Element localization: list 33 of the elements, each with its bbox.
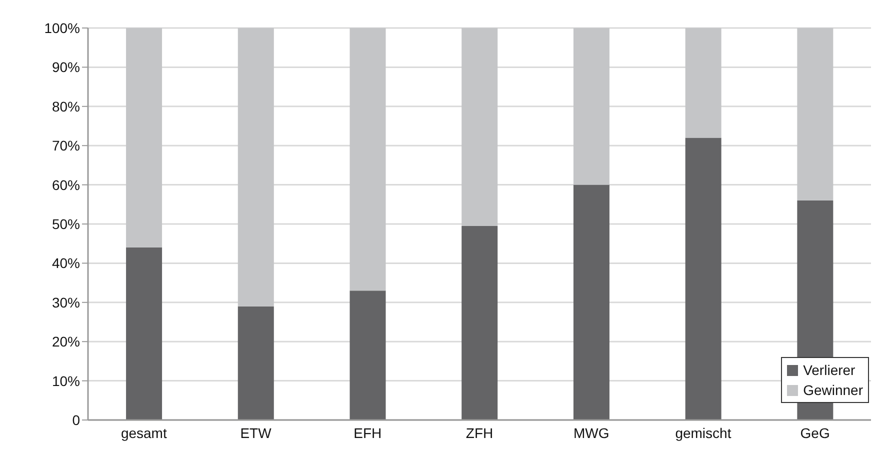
y-tick-label: 60%: [52, 176, 80, 193]
x-tick-label: MWG: [573, 424, 610, 441]
x-tick-label: ZFH: [466, 424, 494, 441]
bar: [350, 28, 386, 291]
legend-label: Gewinner: [803, 381, 863, 400]
x-tick-label: ETW: [240, 424, 272, 441]
x-tick-label: EFH: [354, 424, 382, 441]
bar: [126, 248, 162, 420]
bar: [238, 306, 274, 420]
y-tick-label: 70%: [52, 138, 80, 154]
bar: [238, 28, 274, 306]
y-tick-label: 0: [72, 412, 80, 428]
y-tick-label: 80%: [52, 98, 80, 114]
y-tick-label: 100%: [44, 20, 80, 36]
y-tick-label: 40%: [52, 255, 80, 272]
bar: [462, 28, 498, 226]
bar: [685, 28, 722, 138]
bar: [573, 28, 610, 185]
bar: [462, 226, 498, 420]
x-tick-label: gemischt: [675, 424, 732, 441]
x-tick-label: gesamt: [120, 424, 167, 441]
y-tick-label: 10%: [52, 372, 80, 389]
x-tick-label: GeG: [800, 424, 830, 441]
bar: [126, 28, 162, 248]
bar: [685, 138, 722, 420]
legend-label: Verlierer: [803, 361, 856, 380]
bar: [350, 290, 386, 420]
y-tick-label: 50%: [52, 216, 80, 232]
bar: [797, 28, 834, 200]
y-tick-label: 20%: [52, 334, 80, 350]
bar: [573, 184, 610, 420]
y-tick-label: 30%: [52, 294, 80, 310]
y-tick-label: 90%: [52, 59, 80, 76]
